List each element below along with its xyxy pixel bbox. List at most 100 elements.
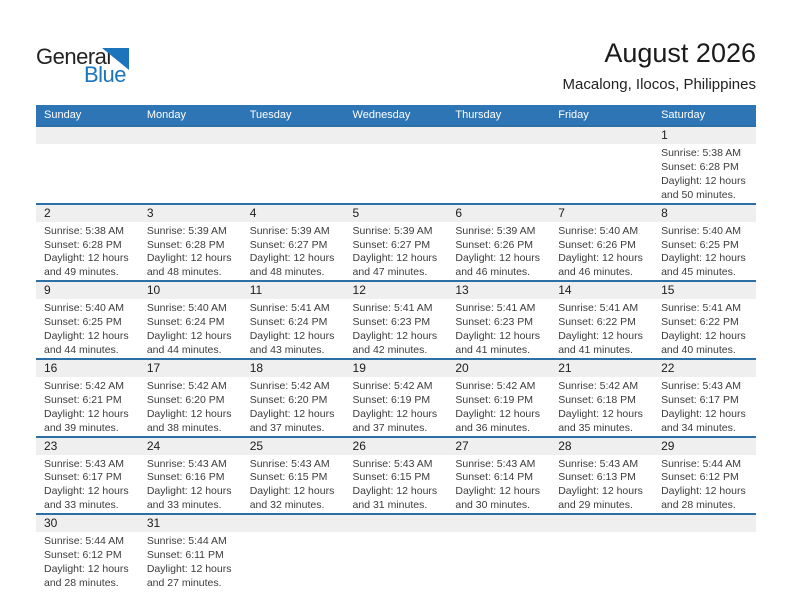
day-number: 10: [146, 283, 161, 298]
day-number-band: 11: [241, 282, 345, 300]
sunrise-line: Sunrise: 5:44 AM: [44, 535, 124, 548]
day-details: Sunrise: 5:38 AM Sunset: 6:28 PM Daylight:…: [36, 222, 139, 281]
page-title: August 2026: [604, 38, 756, 68]
daylight-line2: and 48 minutes.: [146, 266, 222, 279]
day-number: 9: [44, 283, 51, 298]
daylight-line1: Daylight: 12 hours: [249, 330, 335, 343]
day-number: 23: [44, 438, 58, 453]
daylight-line1: Daylight: 12 hours: [455, 485, 541, 498]
day-details: Sunrise: 5:43 AM Sunset: 6:17 PM Daylight:…: [36, 455, 139, 514]
empty-day-cell: [344, 514, 448, 591]
daylight-line2: and 36 minutes.: [455, 421, 531, 434]
daylight-line1: Daylight: 12 hours: [558, 330, 643, 343]
day-details: Sunrise: 5:41 AM Sunset: 6:24 PM Daylight:…: [242, 299, 345, 358]
day-number: 30: [44, 516, 58, 531]
day-details: Sunrise: 5:41 AM Sunset: 6:23 PM Daylight:…: [345, 299, 448, 358]
day-cell-24: 24 Sunrise: 5:43 AM Sunset: 6:16 PM Dayligh…: [138, 437, 242, 515]
sunrise-line: Sunrise: 5:40 AM: [44, 302, 124, 315]
day-details: Sunrise: 5:43 AM Sunset: 6:17 PM Daylight:…: [653, 377, 756, 436]
day-number-band: [447, 515, 551, 533]
day-details: Sunrise: 5:40 AM Sunset: 6:26 PM Daylight:…: [550, 222, 653, 281]
daylight-line1: Daylight: 12 hours: [661, 174, 746, 187]
sunrise-line: Sunrise: 5:39 AM: [352, 224, 433, 237]
day-cell-7: 7 Sunrise: 5:40 AM Sunset: 6:26 PM Daylight…: [550, 204, 654, 282]
day-number: 11: [249, 283, 263, 298]
daylight-line1: Daylight: 12 hours: [661, 330, 746, 343]
day-cell-29: 29 Sunrise: 5:44 AM Sunset: 6:12 PM Dayligh…: [653, 437, 756, 515]
day-cell-8: 8 Sunrise: 5:40 AM Sunset: 6:25 PM Daylight…: [653, 204, 756, 282]
day-details: Sunrise: 5:39 AM Sunset: 6:27 PM Daylight:…: [242, 222, 345, 281]
empty-day-cell: [550, 126, 654, 204]
day-details: Sunrise: 5:42 AM Sunset: 6:20 PM Daylight:…: [242, 377, 345, 436]
daylight-line1: Daylight: 12 hours: [249, 252, 335, 265]
day-cell-14: 14 Sunrise: 5:41 AM Sunset: 6:22 PM Dayligh…: [550, 281, 654, 359]
day-details: Sunrise: 5:41 AM Sunset: 6:22 PM Daylight:…: [550, 299, 653, 358]
daylight-line2: and 49 minutes.: [44, 266, 119, 279]
sunset-line: Sunset: 6:25 PM: [661, 238, 739, 251]
sunrise-line: Sunrise: 5:41 AM: [661, 302, 742, 315]
calendar-table: Sunday Monday Tuesday Wednesday Thursday Frid…: [36, 105, 756, 591]
sunset-line: Sunset: 6:14 PM: [455, 471, 534, 484]
sunrise-line: Sunrise: 5:43 AM: [249, 457, 330, 470]
daylight-line2: and 28 minutes.: [661, 499, 736, 512]
daylight-line1: Daylight: 12 hours: [661, 407, 746, 420]
day-details: Sunrise: 5:41 AM Sunset: 6:22 PM Daylight:…: [653, 299, 756, 358]
sunset-line: Sunset: 6:22 PM: [558, 316, 636, 329]
sunset-line: Sunset: 6:23 PM: [455, 316, 534, 329]
logo-text-blue: Blue: [84, 62, 127, 87]
sunset-line: Sunset: 6:24 PM: [146, 316, 225, 329]
day-number-band: 13: [447, 282, 551, 300]
day-number-band: 9: [36, 282, 139, 300]
sunrise-line: Sunrise: 5:40 AM: [146, 302, 227, 315]
sunset-line: Sunset: 6:15 PM: [352, 471, 431, 484]
day-details: Sunrise: 5:40 AM Sunset: 6:25 PM Daylight:…: [36, 299, 139, 358]
day-number: 16: [44, 360, 58, 375]
day-number-band: 3: [138, 204, 242, 222]
daylight-line1: Daylight: 12 hours: [661, 485, 746, 498]
daylight-line1: Daylight: 12 hours: [146, 330, 232, 343]
sunset-line: Sunset: 6:19 PM: [455, 393, 534, 406]
sunrise-line: Sunrise: 5:43 AM: [352, 457, 433, 470]
daylight-line1: Daylight: 12 hours: [44, 252, 129, 265]
day-number-band: 22: [653, 359, 756, 377]
daylight-line2: and 38 minutes.: [146, 421, 222, 434]
daylight-line2: and 47 minutes.: [352, 266, 428, 279]
daylight-line2: and 40 minutes.: [661, 343, 736, 356]
daylight-line1: Daylight: 12 hours: [352, 330, 438, 343]
sunrise-line: Sunrise: 5:40 AM: [558, 224, 639, 237]
empty-day-cell: [550, 514, 654, 591]
day-number: 17: [146, 360, 161, 375]
daylight-line2: and 28 minutes.: [44, 576, 119, 589]
weekday-header-monday: Monday: [138, 105, 242, 126]
daylight-line1: Daylight: 12 hours: [455, 330, 541, 343]
daylight-line1: Daylight: 12 hours: [146, 562, 232, 575]
general-blue-logo: General Blue: [36, 46, 156, 92]
day-number: 7: [558, 205, 565, 220]
day-number-band: 5: [344, 204, 448, 222]
day-number-band: 25: [241, 437, 345, 455]
sunrise-line: Sunrise: 5:40 AM: [661, 224, 742, 237]
day-details: Sunrise: 5:43 AM Sunset: 6:14 PM Daylight:…: [447, 455, 550, 514]
day-number-band: [241, 127, 345, 144]
sunset-line: Sunset: 6:16 PM: [146, 471, 225, 484]
week-row: 23 Sunrise: 5:43 AM Sunset: 6:17 PM Dayligh…: [36, 436, 756, 515]
day-number-band: 27: [447, 437, 551, 455]
day-number-band: 6: [447, 204, 551, 222]
day-cell-30: 30 Sunrise: 5:44 AM Sunset: 6:12 PM Dayligh…: [36, 514, 139, 591]
sunrise-line: Sunrise: 5:44 AM: [146, 535, 227, 548]
daylight-line1: Daylight: 12 hours: [455, 252, 541, 265]
sunset-line: Sunset: 6:26 PM: [558, 238, 636, 251]
day-details: Sunrise: 5:42 AM Sunset: 6:19 PM Daylight:…: [447, 377, 550, 436]
day-details: Sunrise: 5:42 AM Sunset: 6:19 PM Daylight:…: [345, 377, 448, 436]
weekday-header-tuesday: Tuesday: [241, 105, 345, 126]
day-cell-31: 31 Sunrise: 5:44 AM Sunset: 6:11 PM Dayligh…: [138, 514, 242, 591]
daylight-line1: Daylight: 12 hours: [146, 407, 232, 420]
day-details: Sunrise: 5:44 AM Sunset: 6:12 PM Daylight:…: [653, 455, 756, 514]
daylight-line2: and 41 minutes.: [455, 343, 531, 356]
empty-day-cell: [138, 126, 242, 204]
sunrise-line: Sunrise: 5:42 AM: [249, 379, 330, 392]
day-cell-11: 11 Sunrise: 5:41 AM Sunset: 6:24 PM Dayligh…: [241, 281, 345, 359]
weekday-header-row: Sunday Monday Tuesday Wednesday Thursday Frid…: [36, 105, 756, 126]
day-number: 26: [352, 438, 366, 453]
